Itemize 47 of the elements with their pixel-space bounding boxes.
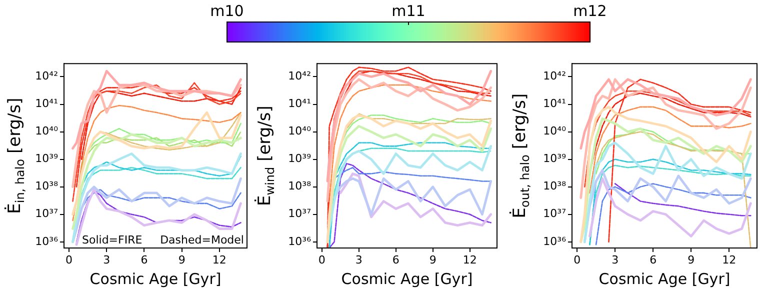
x-tick-label: 3 <box>103 253 110 266</box>
y-tick-label: 10³⁸ <box>543 180 567 193</box>
x-tick-label: 0 <box>66 253 73 266</box>
y-tick-label: 10³⁹ <box>288 152 311 166</box>
y-tick-label: 10⁴¹ <box>543 97 566 110</box>
y-tick-label: 10³⁹ <box>543 152 566 166</box>
y-tick-label: 10³⁶ <box>35 234 59 248</box>
x-axis-title: Cosmic Age [Gyr] <box>598 270 730 288</box>
y-tick-label: 10⁴⁰ <box>288 124 312 138</box>
y-tick-label: 10³⁸ <box>35 180 59 193</box>
y-tick-label: 10⁴² <box>288 70 311 83</box>
y-axis-title: Ėwind [erg/s] <box>254 106 277 206</box>
y-axis-title: Ėin, halo [erg/s] <box>4 98 27 214</box>
color-bar-label: m11 <box>392 2 426 20</box>
y-axis-title: Ėout, halo [erg/s] <box>509 93 532 218</box>
y-tick-label: 10³⁸ <box>288 180 312 193</box>
x-tick-label: 6 <box>650 253 657 266</box>
x-tick-label: 9 <box>688 253 695 266</box>
y-tick-label: 10³⁶ <box>543 234 567 248</box>
annotation: Solid=FIRE <box>82 233 142 246</box>
x-tick-label: 9 <box>178 253 186 266</box>
x-tick-label: 3 <box>355 253 362 266</box>
x-tick-label: 0 <box>318 253 326 266</box>
x-tick-label: 12 <box>462 253 477 266</box>
x-axis-title: Cosmic Age [Gyr] <box>90 270 222 288</box>
x-tick-label: 0 <box>574 253 581 266</box>
y-tick-label: 10⁴² <box>543 70 566 83</box>
y-tick-label: 10⁴¹ <box>35 97 58 110</box>
x-tick-label: 12 <box>212 253 226 266</box>
y-tick-label: 10³⁷ <box>543 207 566 220</box>
y-tick-label: 10³⁷ <box>35 207 58 220</box>
y-tick-label: 10³⁹ <box>35 152 58 166</box>
y-tick-label: 10⁴⁰ <box>543 124 567 138</box>
y-tick-label: 10³⁶ <box>288 234 312 248</box>
x-tick-label: 9 <box>429 253 436 266</box>
color-bar-label: m12 <box>573 2 607 20</box>
y-tick-label: 10⁴⁰ <box>35 124 59 138</box>
annotation: Dashed=Model <box>160 233 244 246</box>
y-tick-label: 10³⁷ <box>288 207 311 220</box>
x-tick-label: 12 <box>722 253 736 266</box>
x-tick-label: 3 <box>612 253 619 266</box>
x-tick-label: 6 <box>140 253 148 266</box>
color-bar-label: m10 <box>210 2 244 20</box>
x-axis-title: Cosmic Age [Gyr] <box>341 270 473 288</box>
x-tick-label: 6 <box>392 253 400 266</box>
y-tick-label: 10⁴¹ <box>288 97 311 110</box>
y-tick-label: 10⁴² <box>35 70 58 83</box>
